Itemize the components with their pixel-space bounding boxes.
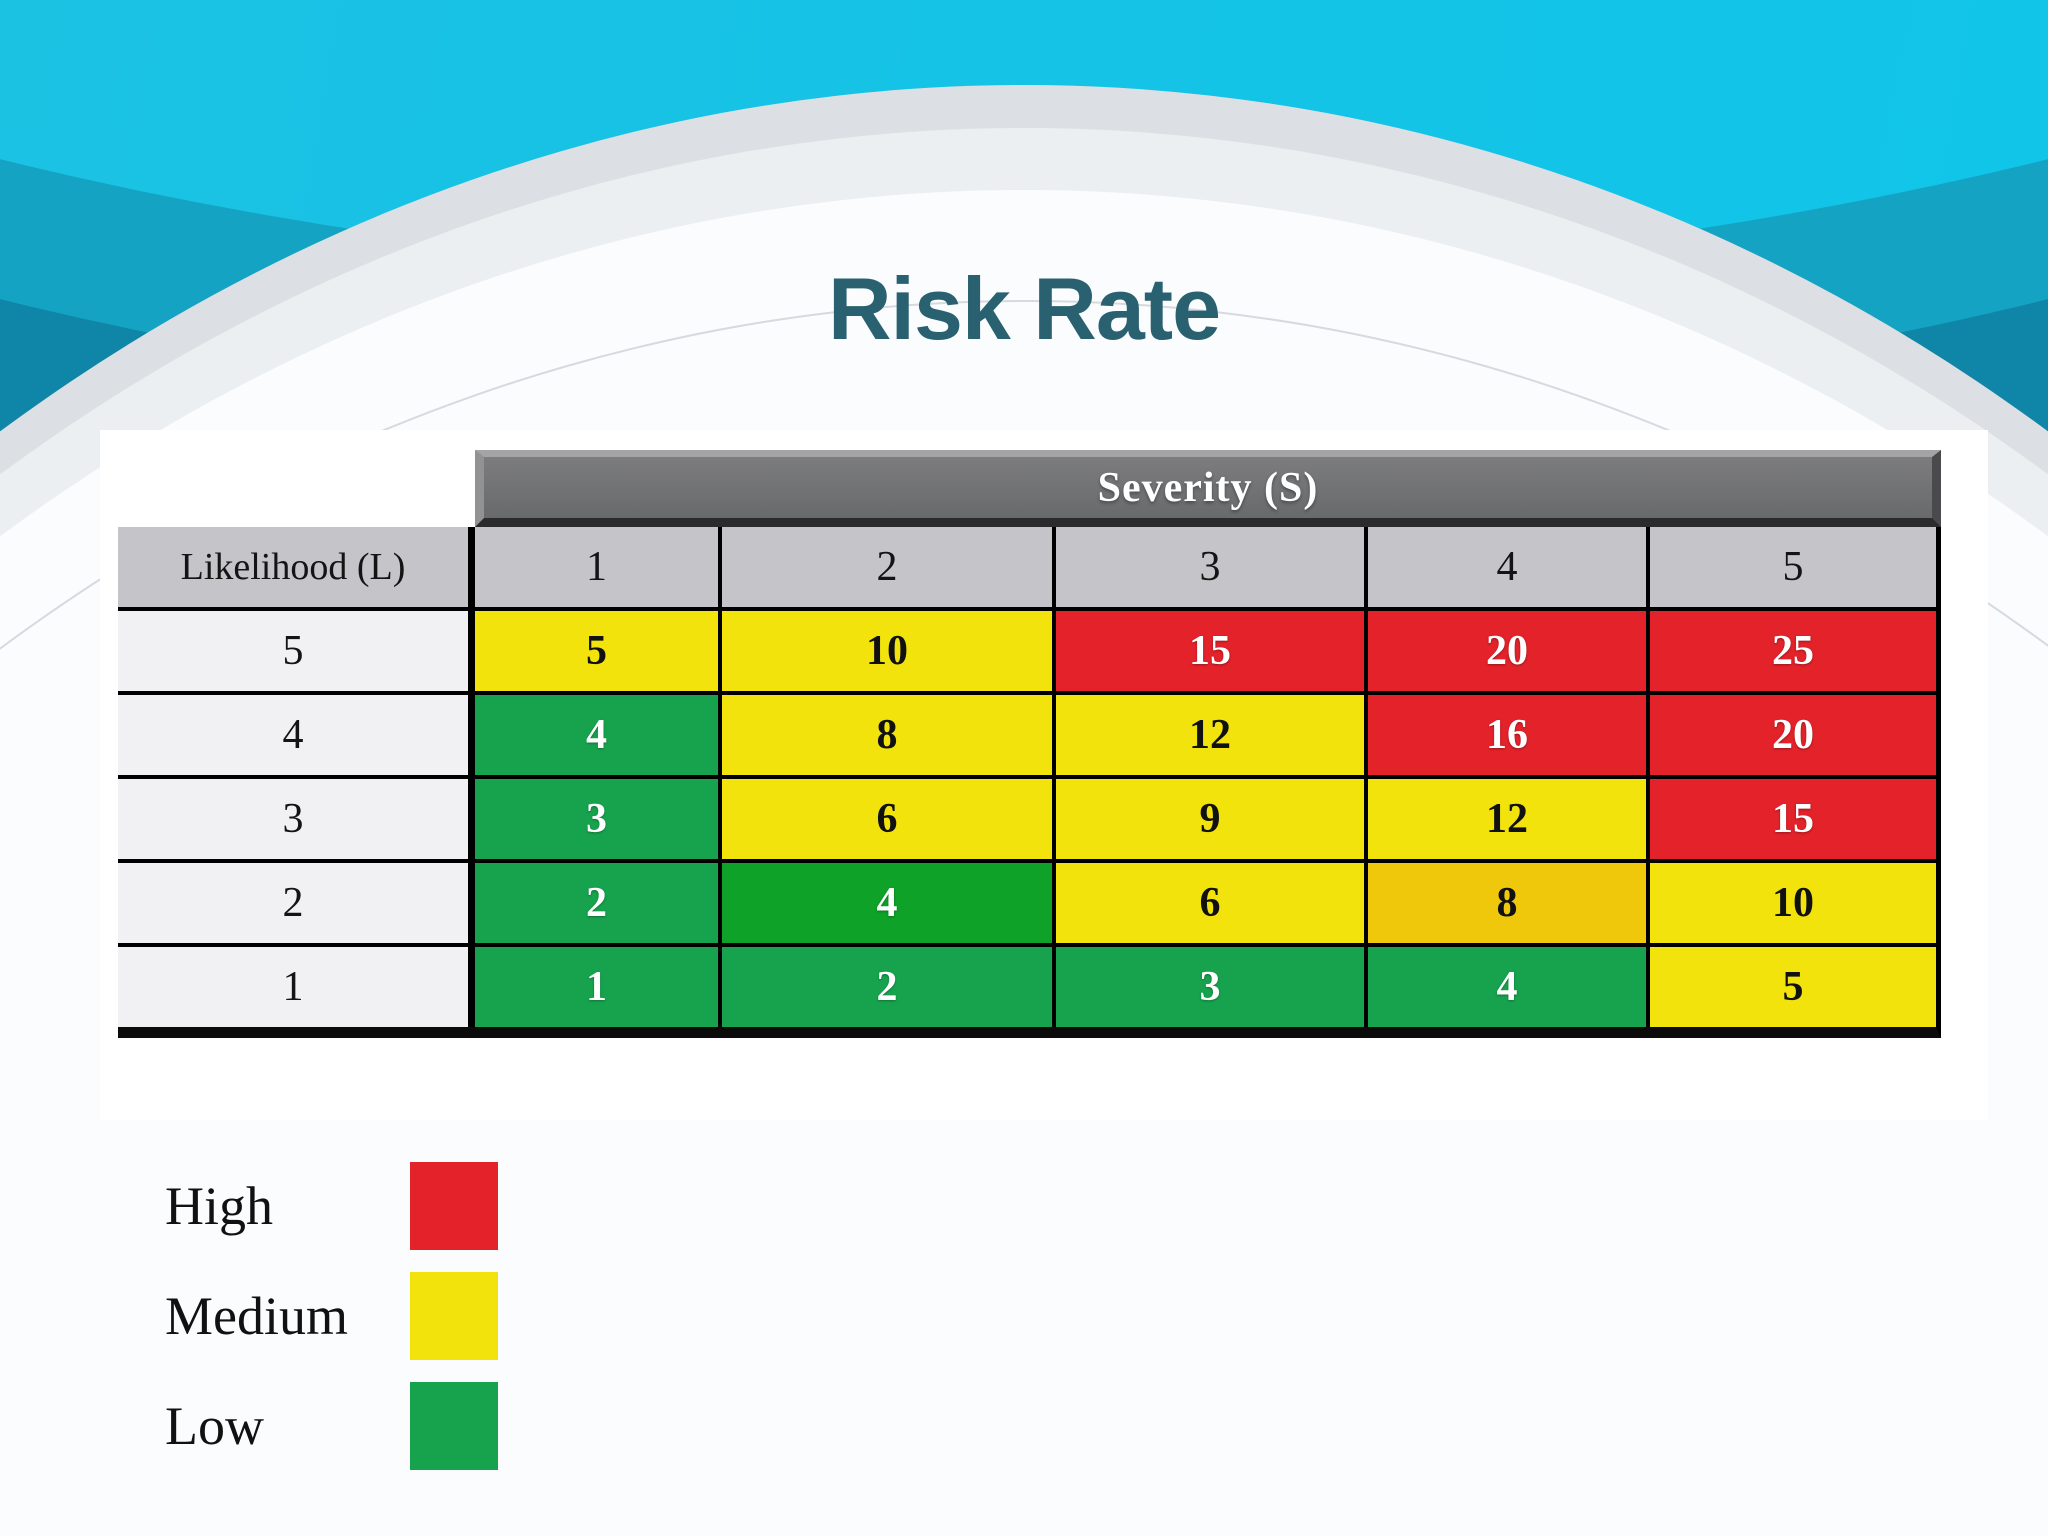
page-title: Risk Rate	[827, 259, 1221, 358]
severity-header-bar: Severity (S)	[475, 450, 1941, 527]
matrix-cell-L1-S4: 4	[1368, 947, 1646, 1027]
matrix-cell-L1-S1: 1	[475, 947, 718, 1027]
matrix-cell-L4-S1: 4	[475, 695, 718, 775]
severity-level-1: 1	[475, 527, 718, 607]
matrix-cell-L2-S1: 2	[475, 863, 718, 943]
legend-label-high: High	[165, 1176, 273, 1236]
matrix-cell-L5-S2: 10	[722, 611, 1052, 691]
likelihood-level-4: 4	[118, 695, 471, 775]
risk-legend: High Medium Low	[165, 1162, 498, 1492]
legend-swatch-medium	[410, 1272, 498, 1360]
likelihood-level-5: 5	[118, 611, 471, 691]
legend-label-medium: Medium	[165, 1286, 348, 1346]
matrix-cell-L4-S4: 16	[1368, 695, 1646, 775]
matrix-cell-L4-S5: 20	[1650, 695, 1936, 775]
severity-level-4: 4	[1368, 527, 1646, 607]
matrix-cell-L5-S1: 5	[475, 611, 718, 691]
matrix-cell-L2-S4: 8	[1368, 863, 1646, 943]
matrix-cell-L1-S2: 2	[722, 947, 1052, 1027]
severity-level-3: 3	[1056, 527, 1364, 607]
severity-level-2: 2	[722, 527, 1052, 607]
severity-level-5: 5	[1650, 527, 1936, 607]
severity-header-label: Severity (S)	[1097, 464, 1319, 511]
matrix-cell-L4-S3: 12	[1056, 695, 1364, 775]
risk-matrix-grid: Likelihood (L) 1 2 3 4 5 5 5 10 15 20 25 4 4 8 12 16 20 3 3…	[118, 527, 1941, 1038]
matrix-cell-L1-S5: 5	[1650, 947, 1936, 1027]
legend-label-low: Low	[165, 1396, 264, 1456]
likelihood-header: Likelihood (L)	[118, 527, 471, 607]
legend-row-high: High	[165, 1162, 498, 1250]
likelihood-level-1: 1	[118, 947, 471, 1027]
matrix-cell-L5-S3: 15	[1056, 611, 1364, 691]
matrix-cell-L2-S5: 10	[1650, 863, 1936, 943]
likelihood-level-3: 3	[118, 779, 471, 859]
likelihood-level-2: 2	[118, 863, 471, 943]
matrix-cell-L3-S5: 15	[1650, 779, 1936, 859]
legend-row-low: Low	[165, 1382, 498, 1470]
matrix-cell-L3-S4: 12	[1368, 779, 1646, 859]
matrix-cell-L2-S2: 4	[722, 863, 1052, 943]
matrix-cell-L3-S3: 9	[1056, 779, 1364, 859]
legend-row-medium: Medium	[165, 1272, 498, 1360]
matrix-cell-L2-S3: 6	[1056, 863, 1364, 943]
matrix-cell-L3-S2: 6	[722, 779, 1052, 859]
matrix-cell-L4-S2: 8	[722, 695, 1052, 775]
matrix-cell-L3-S1: 3	[475, 779, 718, 859]
risk-matrix: Severity (S) Likelihood (L) 1 2 3 4 5 5 5 10 15 20…	[118, 450, 1941, 1038]
legend-swatch-high	[410, 1162, 498, 1250]
legend-swatch-low	[410, 1382, 498, 1470]
dome-ring-hairline	[0, 300, 2048, 1536]
matrix-cell-L5-S5: 25	[1650, 611, 1936, 691]
matrix-cell-L5-S4: 20	[1368, 611, 1646, 691]
matrix-cell-L1-S3: 3	[1056, 947, 1364, 1027]
